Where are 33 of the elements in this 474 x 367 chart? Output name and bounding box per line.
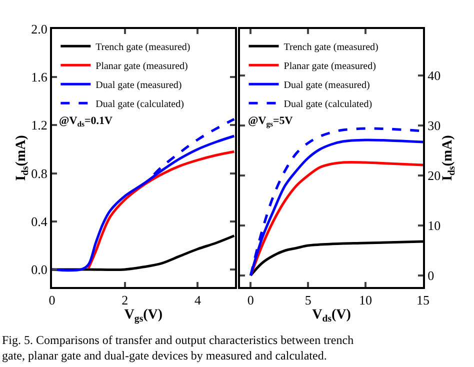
annotation: @V$_{gs}$=5V xyxy=(248,115,293,128)
y-tick-label: 0.4 xyxy=(31,214,48,229)
x-axis-title: V$_{gs}$(V) xyxy=(124,308,163,325)
line-series xyxy=(249,161,423,277)
x-tick-label: 4 xyxy=(194,292,202,308)
y-tick-label: 1.6 xyxy=(31,70,48,85)
legend-label: Dual gate (calculated) xyxy=(284,98,372,110)
y2-tick-label: 0 xyxy=(428,268,434,284)
x-tick-label: 15 xyxy=(416,292,430,308)
x-tick-label: 0 xyxy=(48,292,56,308)
x-tick-label: 0 xyxy=(247,292,254,308)
legend-label: Dual gate (measured) xyxy=(284,80,370,91)
x-tick-label: 10 xyxy=(359,292,372,308)
annotation: @V$_{ds}$=0.1V xyxy=(59,115,112,128)
y-tick-label: 1.2 xyxy=(31,118,48,133)
legend-label: Planar gate (measured) xyxy=(96,60,188,72)
legend-label: Planar gate (measured) xyxy=(284,60,376,72)
y2-tick-label: 30 xyxy=(428,118,441,134)
x-tick-label: 5 xyxy=(304,292,312,308)
caption: Fig. 5. Comparisons of transfer and output characteristics between trench gate, planar gate and dual-gate devices by measured and calculated. xyxy=(2,333,354,363)
x-tick-label: 2 xyxy=(122,292,128,308)
line-series xyxy=(87,150,235,270)
y-tick-label: 2.0 xyxy=(31,22,48,37)
legend-label: Dual gate (measured) xyxy=(96,80,182,91)
y2-tick-label: 40 xyxy=(428,68,441,84)
y2-tick-label: 20 xyxy=(428,168,441,184)
y-tick-label: 0.0 xyxy=(31,262,48,277)
legend-label: Trench gate (measured) xyxy=(96,42,190,53)
legend-label: Trench gate (measured) xyxy=(284,42,378,53)
y-tick-label: 0.8 xyxy=(31,166,48,181)
x-axis-title: V$_{ds}$(V) xyxy=(312,307,352,324)
legend-label: Dual gate (calculated) xyxy=(96,98,184,110)
y2-tick-label: 10 xyxy=(428,218,441,234)
